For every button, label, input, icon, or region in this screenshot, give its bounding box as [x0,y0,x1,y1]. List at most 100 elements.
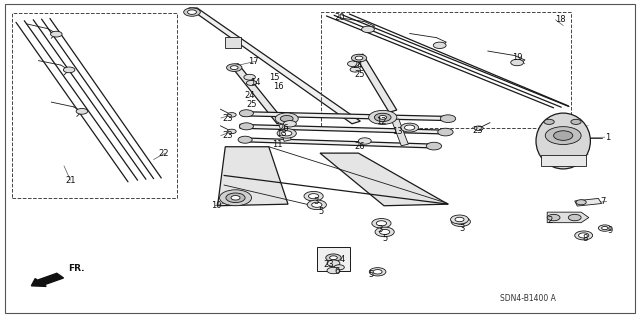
Polygon shape [240,138,435,148]
Circle shape [226,193,245,203]
Text: 10: 10 [211,201,221,210]
Polygon shape [230,64,285,124]
Circle shape [358,138,371,144]
Text: 23: 23 [223,131,234,140]
Circle shape [307,200,326,210]
Circle shape [227,113,236,117]
Circle shape [379,115,387,119]
Circle shape [575,231,593,240]
Circle shape [451,215,468,224]
Circle shape [63,67,75,73]
Polygon shape [242,112,448,121]
Circle shape [375,227,394,237]
Polygon shape [575,198,602,206]
Text: 26: 26 [278,124,289,133]
Circle shape [511,59,524,66]
Bar [541,155,586,166]
Text: 25: 25 [246,100,257,109]
Circle shape [231,196,240,200]
Circle shape [455,217,464,222]
Circle shape [275,113,298,124]
Circle shape [326,254,341,262]
Text: 4: 4 [339,255,344,263]
FancyArrow shape [31,273,63,286]
Circle shape [308,194,319,199]
Circle shape [348,61,359,67]
Circle shape [355,56,363,60]
Circle shape [401,123,419,132]
Circle shape [433,42,446,48]
Text: 16: 16 [273,82,284,91]
Bar [12,13,177,198]
Circle shape [602,226,608,230]
Text: SDN4-B1400 A: SDN4-B1400 A [500,294,556,303]
Bar [321,12,571,128]
Circle shape [376,221,387,226]
Text: 23: 23 [472,126,483,135]
Text: 8: 8 [582,234,588,243]
Circle shape [579,233,589,238]
Circle shape [227,129,236,134]
Text: 13: 13 [392,127,403,136]
Text: 22: 22 [159,149,169,158]
Circle shape [474,126,483,130]
Circle shape [373,270,382,274]
Polygon shape [189,8,360,124]
Text: 23: 23 [323,260,334,269]
Text: 24: 24 [244,91,255,100]
Text: 24: 24 [352,61,362,70]
Circle shape [547,214,560,221]
Text: 20: 20 [334,13,344,22]
Text: 14: 14 [250,78,260,87]
Text: 23: 23 [223,114,234,122]
Text: 3: 3 [378,225,383,234]
Text: 12: 12 [376,117,387,126]
Text: 9: 9 [608,226,613,235]
Text: 5: 5 [382,234,387,243]
Circle shape [312,202,322,207]
Circle shape [76,108,88,114]
Polygon shape [320,153,448,206]
Text: FR.: FR. [68,264,85,273]
Circle shape [280,115,293,122]
Circle shape [571,119,581,124]
Circle shape [327,260,340,266]
Text: 15: 15 [269,73,279,82]
Circle shape [246,80,257,85]
Circle shape [545,127,581,145]
Circle shape [227,64,242,71]
Circle shape [554,131,573,140]
Circle shape [330,256,337,260]
Circle shape [438,128,453,136]
Text: 19: 19 [512,53,522,62]
Polygon shape [276,115,291,141]
Circle shape [284,121,296,127]
Circle shape [372,219,391,228]
Circle shape [230,66,238,70]
Circle shape [239,110,253,117]
Text: 2: 2 [547,216,552,225]
Circle shape [598,225,611,231]
Circle shape [277,129,296,138]
Polygon shape [218,147,288,206]
Text: 18: 18 [556,15,566,24]
Text: 17: 17 [248,57,259,66]
Text: 6: 6 [334,267,339,276]
Circle shape [238,136,252,143]
Text: 3: 3 [314,197,319,206]
Text: 25: 25 [354,70,364,78]
Circle shape [304,191,323,201]
Circle shape [351,54,367,62]
Circle shape [576,200,586,205]
Bar [225,37,241,48]
Circle shape [188,10,196,14]
Ellipse shape [536,113,591,169]
Circle shape [451,217,470,226]
Polygon shape [355,54,397,112]
Text: 1: 1 [605,133,610,142]
Circle shape [239,123,253,130]
Circle shape [327,267,340,274]
Text: 7: 7 [600,197,605,206]
Circle shape [362,26,374,33]
Circle shape [184,8,200,16]
